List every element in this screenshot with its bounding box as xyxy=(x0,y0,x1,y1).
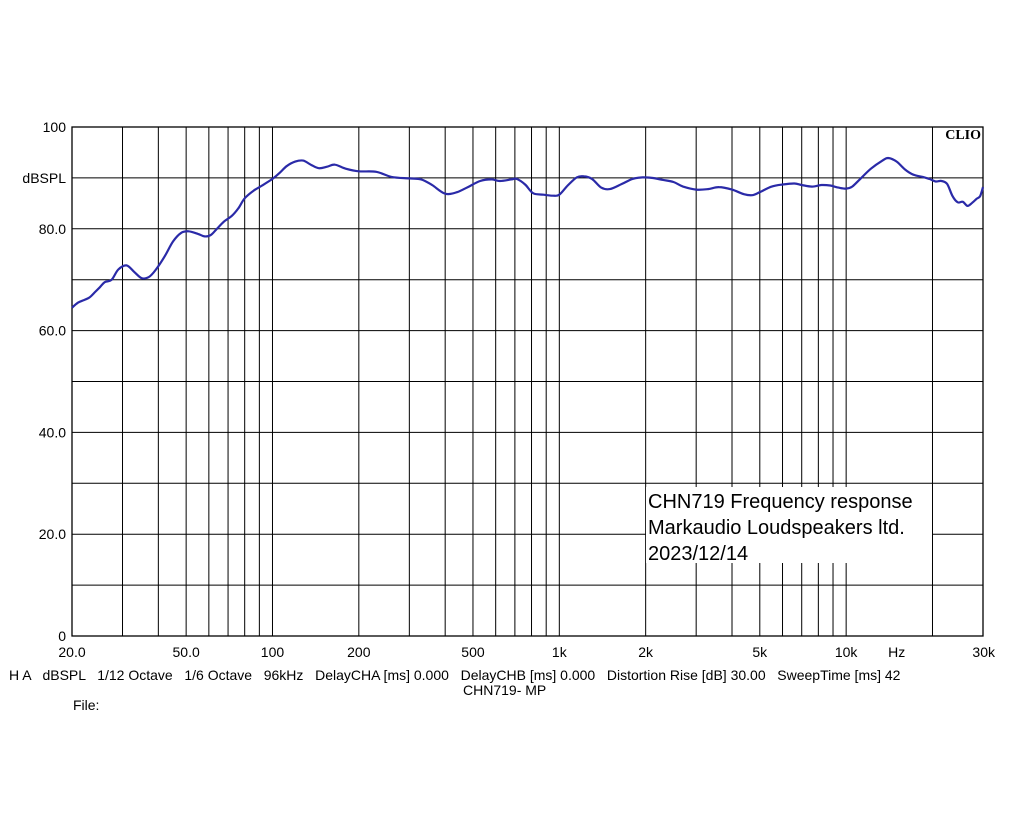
x-tick-label: 1k xyxy=(552,644,568,660)
footer-file-label: File: xyxy=(73,697,99,713)
x-tick-label: 2k xyxy=(638,644,654,660)
y-tick-label: 100 xyxy=(43,119,67,135)
x-tick-label: 5k xyxy=(752,644,768,660)
y-tick-label: 0 xyxy=(58,628,66,644)
clio-brand-label: CLIO xyxy=(945,128,981,143)
annotation-line-company: Markaudio Loudspeakers ltd. xyxy=(648,517,905,539)
annotation-line-date: 2023/12/14 xyxy=(648,543,748,565)
footer-settings: H A dBSPL 1/12 Octave 1/6 Octave 96kHz D… xyxy=(9,667,901,683)
footer-measurement-name: CHN719- MP xyxy=(463,682,546,698)
x-axis-unit-label: Hz xyxy=(888,644,905,660)
y-axis-unit-label: dBSPL xyxy=(22,170,66,186)
annotation-line-title: CHN719 Frequency response xyxy=(648,491,913,513)
x-tick-label: 200 xyxy=(347,644,371,660)
series-layer xyxy=(71,156,985,309)
plot-frame xyxy=(71,126,984,637)
y-tick-label: 80.0 xyxy=(39,221,66,237)
annotation-box xyxy=(646,487,932,563)
x-tick-labels: 20.0 50.0 100 200 500 1k 2k 5k 10k 30k xyxy=(58,644,996,660)
annotation-background xyxy=(646,487,932,563)
x-tick-label: 10k xyxy=(835,644,859,660)
frequency-response-curve xyxy=(71,156,985,309)
x-tick-label: 50.0 xyxy=(173,644,200,660)
y-tick-labels: 0 20.0 40.0 60.0 80.0 100 xyxy=(39,119,66,644)
x-tick-label: 30k xyxy=(972,644,996,660)
y-tick-label: 60.0 xyxy=(39,323,66,339)
x-tick-label: 500 xyxy=(461,644,485,660)
y-tick-label: 40.0 xyxy=(39,424,66,440)
x-tick-label: 100 xyxy=(261,644,285,660)
x-tick-label: 20.0 xyxy=(58,644,85,660)
y-tick-label: 20.0 xyxy=(39,526,66,542)
